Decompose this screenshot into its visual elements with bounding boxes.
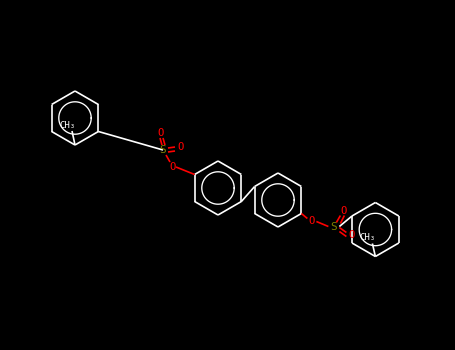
Text: O: O — [157, 128, 163, 138]
Text: O: O — [177, 142, 183, 152]
Text: O: O — [340, 206, 347, 217]
Text: CH₃: CH₃ — [359, 233, 375, 242]
Text: O: O — [348, 230, 354, 239]
Text: O: O — [308, 217, 314, 226]
Text: CH₃: CH₃ — [59, 120, 75, 130]
Text: S: S — [160, 145, 167, 155]
Text: O: O — [170, 162, 176, 172]
Text: S: S — [330, 222, 337, 231]
